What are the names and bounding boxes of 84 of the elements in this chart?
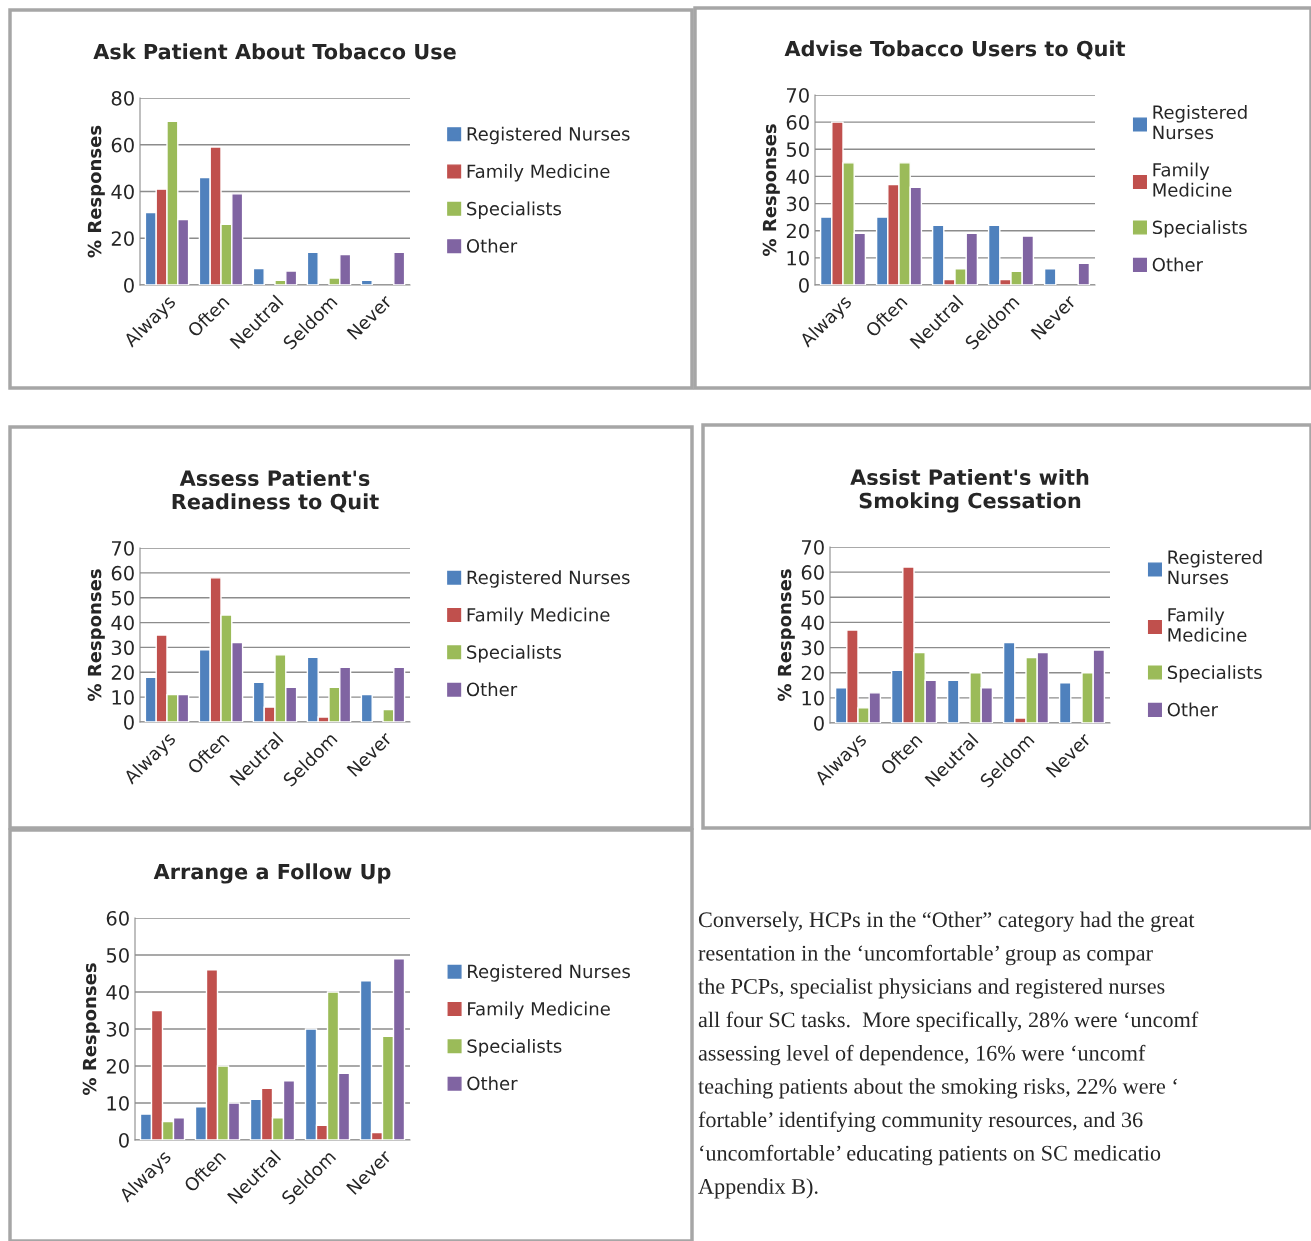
- bar: [360, 693, 373, 722]
- chart-title: Arrange a Follow Up: [153, 863, 391, 884]
- y-tick-label: 0: [124, 277, 134, 293]
- y-tick-label: 30: [111, 640, 134, 656]
- legend-label: Other: [1152, 257, 1203, 272]
- legend-label: Other: [467, 1076, 518, 1091]
- y-tick-label: 70: [801, 539, 824, 555]
- y-tick-label: 20: [111, 231, 134, 246]
- y-tick-label: 60: [111, 565, 134, 581]
- y-tick-label: 0: [814, 715, 824, 731]
- legend-label: Family Medicine: [1168, 607, 1247, 642]
- legend-label: Family Medicine: [467, 607, 610, 626]
- legend-label: Family Medicine: [1153, 162, 1232, 197]
- text: Conversely, HCPs in the “Other” category had the great: [698, 911, 1195, 932]
- y-tick-label: 50: [106, 947, 129, 963]
- y-tick-label: 20: [106, 1058, 129, 1074]
- y-tick-label: 10: [802, 690, 824, 706]
- y-tick-label: 40: [106, 984, 129, 1000]
- y-tick-label: 70: [111, 540, 134, 556]
- y-tick-label: 20: [111, 665, 134, 680]
- y-axis-title: % Responses: [82, 963, 100, 1096]
- bar: [946, 679, 960, 723]
- y-tick-label: 20: [801, 665, 824, 681]
- y-tick-label: 20: [786, 223, 809, 239]
- text: ‘uncomfortable’ educating patients on SC medicatio: [700, 1144, 1161, 1166]
- chart-title: Assist Patient's with Smoking Cessation: [850, 468, 1089, 513]
- bar: [306, 251, 319, 285]
- y-tick-label: 10: [787, 250, 809, 266]
- y-axis-title: % Responses: [87, 125, 105, 258]
- y-tick-label: 10: [107, 1095, 129, 1111]
- text: assessing level of dependence, 16% were ‘uncomf: [698, 1044, 1146, 1066]
- y-tick-label: 60: [106, 910, 129, 926]
- legend-label: Registered Nurses: [1153, 105, 1247, 140]
- y-tick-label: 30: [786, 196, 809, 212]
- legend-label: Registered Nurses: [467, 570, 630, 588]
- y-tick-label: 10: [112, 690, 134, 705]
- y-axis-title: % Responses: [87, 569, 105, 702]
- bar: [393, 251, 406, 285]
- text: the PCPs, specialist physicians and registered nurses: [698, 978, 1165, 999]
- bar: [252, 267, 265, 285]
- y-tick-label: 70: [786, 87, 809, 103]
- legend-label: Specialists: [467, 201, 561, 219]
- bar: [1077, 262, 1091, 285]
- y-tick-label: 40: [111, 615, 134, 631]
- y-tick-label: 30: [801, 640, 824, 656]
- chart-title: Advise Tobacco Users to Quit: [784, 40, 1126, 60]
- legend-label: Other: [466, 238, 518, 253]
- bar: [1058, 682, 1072, 723]
- y-tick-label: 30: [106, 1021, 129, 1037]
- legend-label: Family Medicine: [468, 1001, 610, 1020]
- y-tick-label: 0: [799, 277, 809, 293]
- legend-label: Registered Nurses: [468, 964, 630, 982]
- legend-label: Other: [1167, 702, 1218, 717]
- y-tick-label: 40: [786, 169, 809, 185]
- legend-label: Specialists: [1152, 220, 1247, 238]
- y-axis-title: % Responses: [777, 569, 795, 702]
- y-tick-label: 80: [111, 90, 134, 106]
- legend-label: Specialists: [467, 1038, 562, 1057]
- legend-label: Specialists: [1167, 665, 1262, 683]
- bar: [360, 279, 373, 285]
- legend-label: Family Medicine: [467, 164, 610, 182]
- legend-label: Specialists: [467, 644, 561, 663]
- y-tick-label: 60: [801, 565, 824, 580]
- legend-label: Registered Nurses: [467, 126, 630, 145]
- y-axis-title: % Responses: [762, 124, 780, 257]
- y-tick-label: 40: [801, 615, 824, 631]
- y-tick-label: 50: [786, 142, 809, 157]
- text: all four SC tasks. More specifically, 28% were ‘uncomf: [698, 1011, 1199, 1032]
- text: Appendix B).: [698, 1178, 818, 1199]
- y-tick-label: 60: [111, 137, 134, 153]
- text: teaching patients about the smoking risks, 22% were ‘: [698, 1078, 1177, 1099]
- y-tick-label: 40: [111, 184, 134, 200]
- text: fortable’ identifying community resources, and 36: [698, 1111, 1143, 1132]
- y-tick-label: 0: [124, 714, 134, 730]
- y-tick-label: 50: [801, 590, 824, 605]
- chart-title: Ask Patient About Tobacco Use: [93, 43, 456, 60]
- legend-label: Other: [466, 682, 518, 697]
- y-tick-label: 0: [119, 1132, 129, 1148]
- legend-label: Registered Nurses: [1168, 550, 1262, 585]
- y-tick-label: 50: [111, 590, 134, 606]
- text: resentation in the ‘uncomfortable’ group as compar: [698, 944, 1153, 966]
- y-tick-label: 60: [786, 115, 809, 130]
- chart-title: Assess Patient's Readiness to Quit: [172, 469, 379, 513]
- bar: [1043, 268, 1057, 285]
